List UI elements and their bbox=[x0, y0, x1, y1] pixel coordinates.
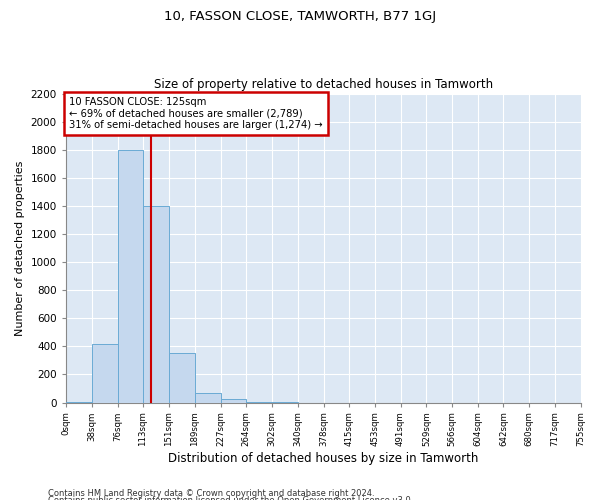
Bar bbox=[92, 344, 118, 402]
Bar bbox=[118, 150, 143, 402]
Text: Contains HM Land Registry data © Crown copyright and database right 2024.: Contains HM Land Registry data © Crown c… bbox=[48, 488, 374, 498]
Text: 10 FASSON CLOSE: 125sqm
← 69% of detached houses are smaller (2,789)
31% of semi: 10 FASSON CLOSE: 125sqm ← 69% of detache… bbox=[69, 97, 323, 130]
Text: Contains public sector information licensed under the Open Government Licence v3: Contains public sector information licen… bbox=[48, 496, 413, 500]
Bar bbox=[143, 206, 169, 402]
Bar bbox=[169, 354, 194, 403]
Y-axis label: Number of detached properties: Number of detached properties bbox=[15, 160, 25, 336]
X-axis label: Distribution of detached houses by size in Tamworth: Distribution of detached houses by size … bbox=[168, 452, 478, 465]
Bar bbox=[221, 399, 246, 402]
Bar bbox=[194, 392, 221, 402]
Text: 10, FASSON CLOSE, TAMWORTH, B77 1GJ: 10, FASSON CLOSE, TAMWORTH, B77 1GJ bbox=[164, 10, 436, 23]
Title: Size of property relative to detached houses in Tamworth: Size of property relative to detached ho… bbox=[154, 78, 493, 91]
